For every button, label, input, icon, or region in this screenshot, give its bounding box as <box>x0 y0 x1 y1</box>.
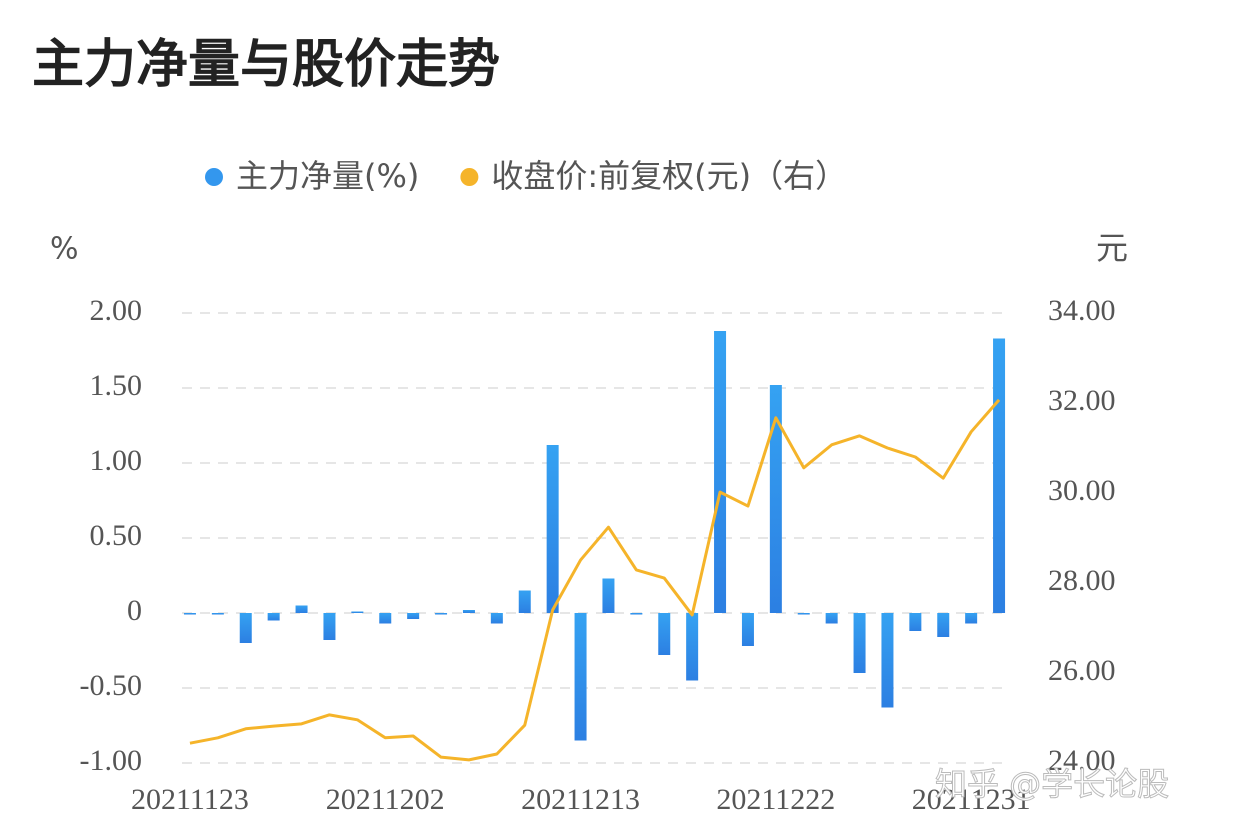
bar <box>574 613 587 741</box>
chart-title: 主力净量与股价走势 <box>32 35 500 95</box>
x-tick-label: 20211213 <box>521 783 640 816</box>
bar <box>602 578 615 613</box>
bar <box>769 385 782 613</box>
bar <box>295 605 308 613</box>
bar <box>881 613 894 708</box>
bar <box>407 613 420 619</box>
y2-axis-label: 元 <box>1096 229 1128 267</box>
watermark: 知乎 @学长论股 <box>935 765 1169 803</box>
bar <box>323 613 336 640</box>
y-axis-label: % <box>50 232 79 267</box>
y2-tick-label: 34.00 <box>1048 294 1116 327</box>
bar <box>965 613 978 624</box>
y-tick-label: -1.00 <box>80 744 143 777</box>
bar <box>267 613 280 621</box>
bar <box>183 613 196 615</box>
bar <box>518 590 531 613</box>
bar <box>797 613 810 615</box>
bar <box>630 613 643 615</box>
bar <box>435 613 448 615</box>
y2-tick-label: 24.00 <box>1048 744 1116 777</box>
legend-marker <box>205 168 223 186</box>
bar <box>825 613 838 624</box>
y-tick-label: -0.50 <box>80 669 143 702</box>
y2-tick-label: 28.00 <box>1048 564 1116 597</box>
y-tick-label: 1.00 <box>90 444 143 477</box>
y-tick-label: 1.50 <box>90 369 143 402</box>
y-tick-label: 0 <box>127 594 142 627</box>
bar <box>741 613 754 646</box>
bar <box>658 613 671 655</box>
bar <box>462 610 475 613</box>
y2-tick-label: 30.00 <box>1048 474 1116 507</box>
bar <box>909 613 922 631</box>
bar <box>853 613 866 673</box>
bar <box>490 613 503 624</box>
x-tick-label: 20211123 <box>131 783 249 816</box>
x-tick-label: 20211222 <box>716 783 835 816</box>
legend-label: 收盘价:前复权(元)（右） <box>491 157 847 195</box>
bar <box>211 613 224 615</box>
x-tick-label: 20211231 <box>912 783 1031 816</box>
legend-marker <box>460 168 479 186</box>
x-tick-label: 20211202 <box>326 783 445 816</box>
y-tick-label: 2.00 <box>90 294 143 327</box>
y-tick-label: 0.50 <box>90 519 143 552</box>
legend-label: 主力净量(%) <box>236 157 419 195</box>
bar <box>239 613 252 643</box>
bar <box>993 338 1006 613</box>
bar <box>714 331 727 613</box>
bar <box>379 613 392 624</box>
line <box>189 398 1001 762</box>
bar <box>937 613 950 637</box>
bar <box>546 445 559 613</box>
bar <box>686 613 699 681</box>
y2-tick-label: 26.00 <box>1048 654 1116 687</box>
y2-tick-label: 32.00 <box>1048 384 1116 417</box>
bar <box>351 611 364 613</box>
